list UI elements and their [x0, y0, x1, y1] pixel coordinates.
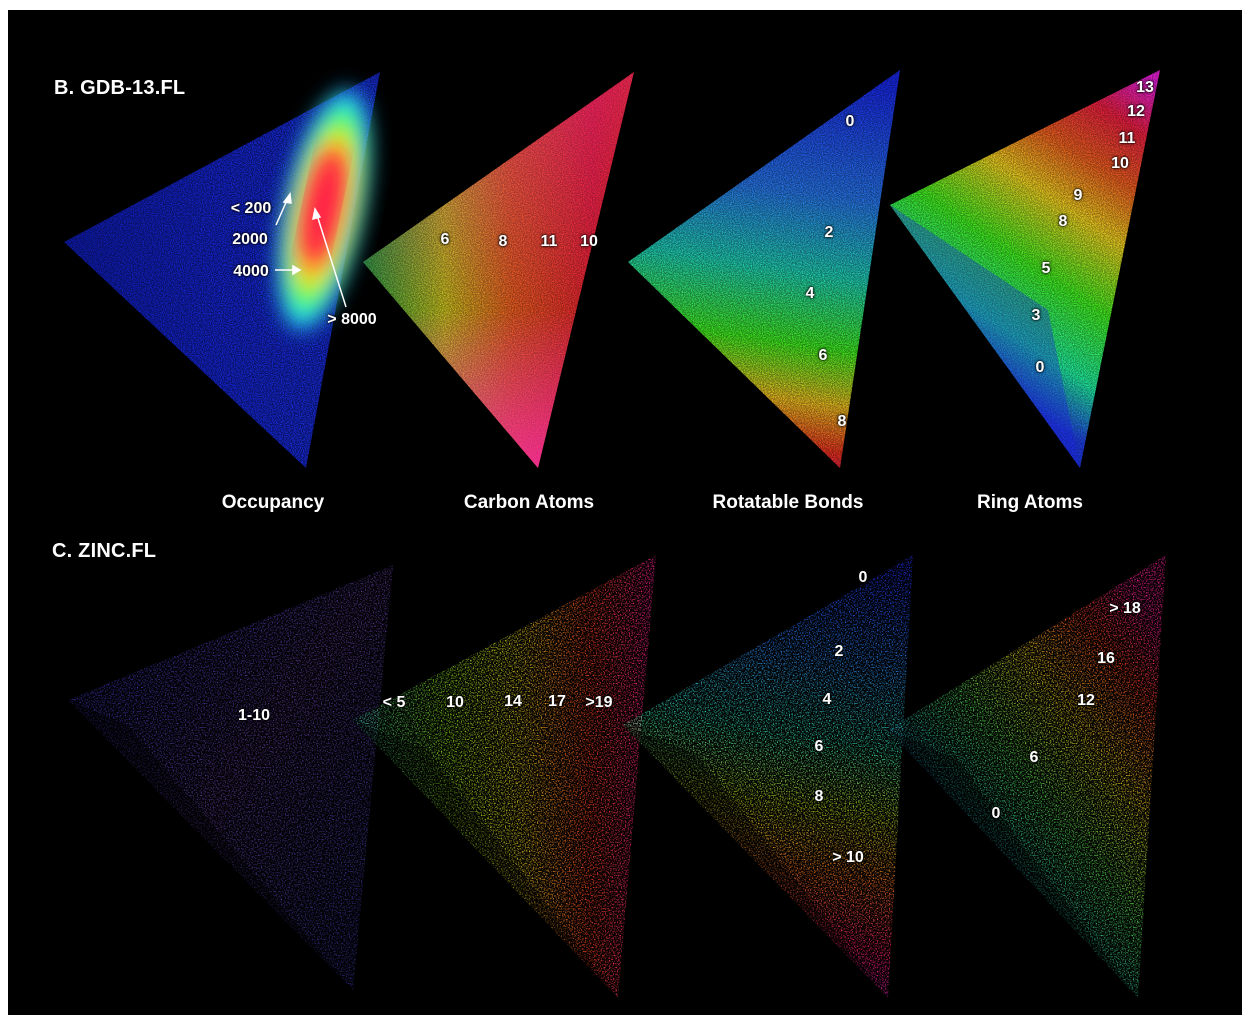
- column-label-carbon-atoms: Carbon Atoms: [463, 492, 595, 513]
- gdb-ring-label: 11: [1118, 130, 1136, 147]
- gdb-ring-label: 5: [1041, 260, 1051, 277]
- gdb-rotatable-bonds-plot: [628, 70, 900, 468]
- zinc-ring-label: 6: [1029, 749, 1039, 766]
- gdb-ring-label: 0: [1035, 359, 1045, 376]
- gdb-occupancy-label: 2000: [232, 231, 268, 248]
- gdb-rotatable-label: 2: [824, 224, 834, 241]
- zinc-rotatable-label: 4: [822, 691, 832, 708]
- zinc-occupancy-label: 1-10: [237, 707, 271, 724]
- column-label-ring-atoms: Ring Atoms: [977, 492, 1083, 513]
- figure-panel: B. GDB-13.FL C. ZINC.FL Occupancy Carbon…: [8, 10, 1242, 1015]
- zinc-occupancy-plot: [68, 565, 393, 990]
- zinc-rotatable-label: 0: [858, 569, 868, 586]
- gdb-ring-label: 8: [1058, 213, 1068, 230]
- scatter-canvas: [64, 70, 1166, 998]
- zinc-carbon-atoms-plot: [353, 555, 656, 998]
- zinc-carbon-label: >19: [585, 694, 613, 711]
- zinc-carbon-label: 14: [504, 693, 522, 710]
- gdb-occupancy-plot: [64, 72, 380, 468]
- gdb-occupancy-label: 4000: [233, 263, 269, 280]
- zinc-carbon-label: < 5: [382, 694, 406, 711]
- zinc-rotatable-bonds-plot: [623, 555, 913, 998]
- zinc-ring-label: 0: [991, 805, 1001, 822]
- gdb-ring-atoms-plot: [890, 70, 1160, 468]
- zinc-carbon-label: 17: [548, 693, 566, 710]
- arrow-gt8000: [316, 214, 347, 308]
- gdb-rotatable-label: 6: [818, 347, 828, 364]
- gdb-carbon-label: 6: [440, 231, 450, 248]
- gdb-ring-label: 13: [1136, 79, 1154, 96]
- zinc-rotatable-label: 6: [814, 738, 824, 755]
- gdb-carbon-label: 10: [580, 233, 598, 250]
- gdb-rotatable-label: 4: [805, 285, 815, 302]
- gdb-carbon-label: 11: [540, 233, 558, 250]
- gdb-rotatable-label: 8: [837, 413, 847, 430]
- zinc-ring-label: 12: [1077, 692, 1095, 709]
- zinc-ring-label: > 18: [1109, 600, 1141, 617]
- column-label-occupancy: Occupancy: [221, 492, 325, 513]
- zinc-rotatable-label: 2: [834, 643, 844, 660]
- gdb-occupancy-label: > 8000: [327, 311, 377, 328]
- gdb-carbon-atoms-plot: [363, 72, 634, 468]
- zinc-rotatable-label: > 10: [832, 849, 864, 866]
- zinc-carbon-label: 10: [446, 694, 464, 711]
- gdb-ring-label: 12: [1127, 103, 1145, 120]
- section-title-zinc: C. ZINC.FL: [52, 540, 157, 562]
- occupancy-arrows: [275, 192, 347, 308]
- gdb-occupancy-label: < 200: [230, 200, 272, 217]
- gdb-ring-label: 3: [1031, 307, 1041, 324]
- gdb-rotatable-label: 0: [845, 113, 855, 130]
- zinc-rotatable-label: 8: [814, 788, 824, 805]
- gdb-carbon-label: 8: [498, 233, 508, 250]
- gdb-ring-label: 10: [1111, 155, 1129, 172]
- column-label-rotatable-bonds: Rotatable Bonds: [712, 492, 864, 513]
- section-title-gdb: B. GDB-13.FL: [54, 77, 186, 99]
- zinc-ring-label: 16: [1097, 650, 1115, 667]
- zinc-ring-atoms-plot: [888, 555, 1166, 998]
- gdb-ring-label: 9: [1073, 187, 1083, 204]
